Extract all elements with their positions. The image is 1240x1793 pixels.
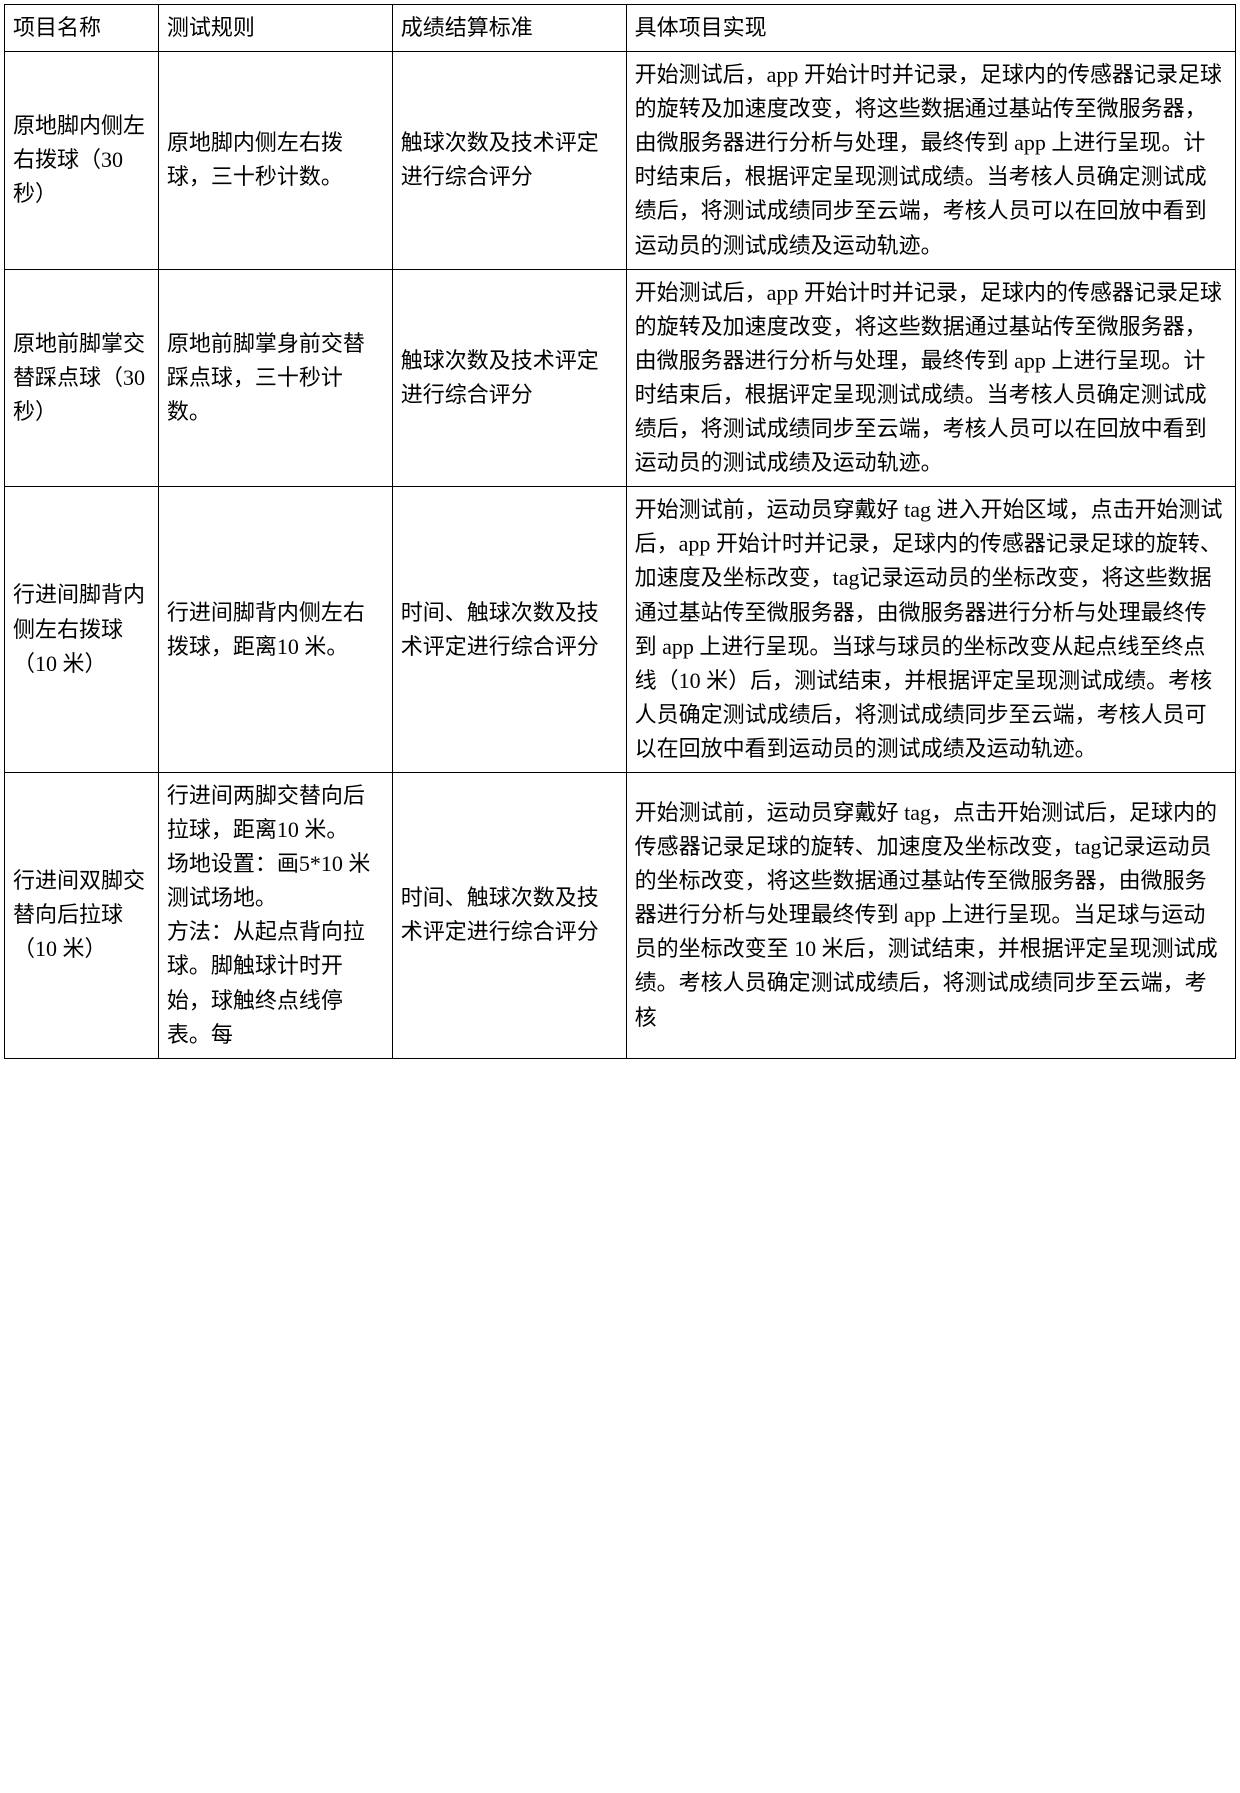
cell-standard: 时间、触球次数及技术评定进行综合评分 <box>392 487 626 773</box>
header-row: 项目名称 测试规则 成绩结算标准 具体项目实现 <box>5 5 1236 52</box>
cell-impl: 开始测试后，app 开始计时并记录，足球内的传感器记录足球的旋转及加速度改变，将… <box>626 52 1235 270</box>
cell-rule: 原地脚内侧左右拨球，三十秒计数。 <box>158 52 392 270</box>
cell-impl: 开始测试前，运动员穿戴好 tag 进入开始区域，点击开始测试后，app 开始计时… <box>626 487 1235 773</box>
cell-standard: 时间、触球次数及技术评定进行综合评分 <box>392 772 626 1058</box>
table-row: 原地前脚掌交替踩点球（30 秒） 原地前脚掌身前交替踩点球，三十秒计数。 触球次… <box>5 269 1236 487</box>
cell-rule: 行进间脚背内侧左右拨球，距离10 米。 <box>158 487 392 773</box>
table-row: 行进间双脚交替向后拉球（10 米） 行进间两脚交替向后拉球，距离10 米。 场地… <box>5 772 1236 1058</box>
cell-rule: 原地前脚掌身前交替踩点球，三十秒计数。 <box>158 269 392 487</box>
spec-table: 项目名称 测试规则 成绩结算标准 具体项目实现 原地脚内侧左右拨球（30 秒） … <box>4 4 1236 1059</box>
cell-impl: 开始测试后，app 开始计时并记录，足球内的传感器记录足球的旋转及加速度改变，将… <box>626 269 1235 487</box>
cell-name: 行进间双脚交替向后拉球（10 米） <box>5 772 159 1058</box>
table-row: 原地脚内侧左右拨球（30 秒） 原地脚内侧左右拨球，三十秒计数。 触球次数及技术… <box>5 52 1236 270</box>
col-header-standard: 成绩结算标准 <box>392 5 626 52</box>
cell-name: 行进间脚背内侧左右拨球（10 米） <box>5 487 159 773</box>
cell-standard: 触球次数及技术评定进行综合评分 <box>392 52 626 270</box>
cell-impl: 开始测试前，运动员穿戴好 tag，点击开始测试后，足球内的传感器记录足球的旋转、… <box>626 772 1235 1058</box>
col-header-impl: 具体项目实现 <box>626 5 1235 52</box>
cell-name: 原地前脚掌交替踩点球（30 秒） <box>5 269 159 487</box>
cell-rule: 行进间两脚交替向后拉球，距离10 米。 场地设置：画5*10 米测试场地。 方法… <box>158 772 392 1058</box>
table-row: 行进间脚背内侧左右拨球（10 米） 行进间脚背内侧左右拨球，距离10 米。 时间… <box>5 487 1236 773</box>
col-header-rule: 测试规则 <box>158 5 392 52</box>
cell-name: 原地脚内侧左右拨球（30 秒） <box>5 52 159 270</box>
cell-standard: 触球次数及技术评定进行综合评分 <box>392 269 626 487</box>
col-header-name: 项目名称 <box>5 5 159 52</box>
